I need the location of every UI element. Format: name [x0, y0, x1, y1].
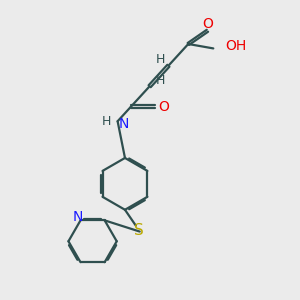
Text: OH: OH	[226, 39, 247, 53]
Text: S: S	[134, 223, 144, 238]
Text: O: O	[202, 17, 213, 31]
Text: N: N	[73, 210, 83, 224]
Text: H: H	[155, 53, 165, 66]
Text: H: H	[102, 115, 111, 128]
Text: H: H	[156, 74, 166, 87]
Text: O: O	[158, 100, 169, 114]
Text: N: N	[119, 117, 130, 130]
